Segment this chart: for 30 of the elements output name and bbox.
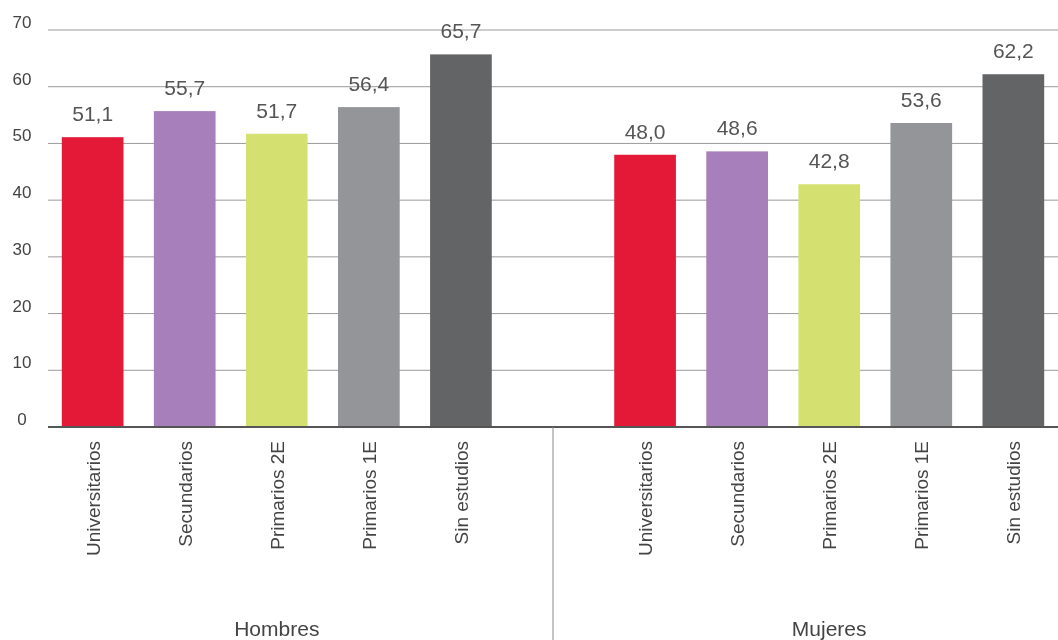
data-label: 51,1 [72,102,114,126]
x-tick-label: Primarios 2E [819,441,841,550]
x-tick-label: Secundarios [174,441,196,547]
data-label: 51,7 [256,98,298,122]
data-label: 53,6 [900,88,942,112]
data-label: 65,7 [440,19,482,43]
data-label: 48,6 [716,116,758,140]
x-tick-label: Secundarios [727,441,749,547]
data-label: 62,2 [992,39,1034,63]
x-tick-label: Primarios 2E [266,441,288,550]
text: Hombres [234,617,320,640]
data-label: 55,7 [164,76,206,100]
y-tick-label: 10 [12,353,32,373]
data-label: 48,0 [624,119,666,143]
x-tick-label: Universitarios [635,441,657,557]
y-tick-label: 70 [12,13,32,32]
x-tick-label: Sin estudios [1003,441,1025,545]
y-tick-label: 40 [12,183,32,203]
text: Mujeres [791,617,867,640]
data-label: 56,4 [348,72,390,96]
x-tick-label: Sin estudios [450,441,472,545]
y-tick-label: 20 [12,296,32,316]
y-tick-label: 60 [12,69,32,89]
y-tick-label: 30 [12,239,32,259]
y-tick-label: 0 [17,410,27,429]
x-tick-label: Universitarios [82,441,104,557]
data-label: 42,8 [808,149,850,173]
x-tick-label: Primarios 1E [911,441,933,550]
x-tick-label: Primarios 1E [358,441,380,550]
y-tick-label: 50 [12,126,32,146]
